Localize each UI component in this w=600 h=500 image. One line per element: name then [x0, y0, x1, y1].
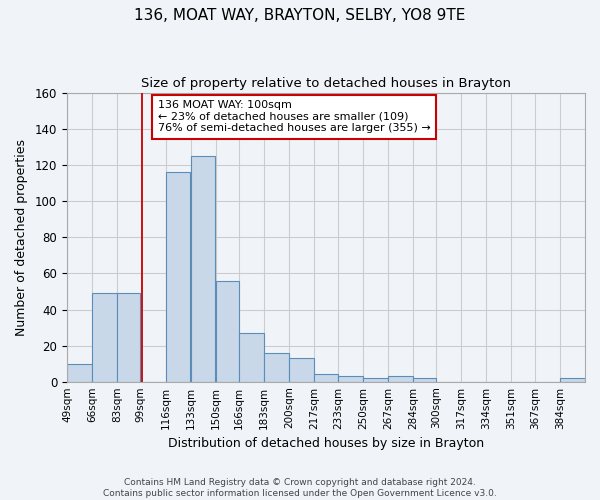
- Bar: [166, 172, 190, 382]
- Bar: [314, 374, 338, 382]
- Bar: [338, 376, 362, 382]
- Text: 136 MOAT WAY: 100sqm
← 23% of detached houses are smaller (109)
76% of semi-deta: 136 MOAT WAY: 100sqm ← 23% of detached h…: [158, 100, 430, 134]
- Text: Contains HM Land Registry data © Crown copyright and database right 2024.
Contai: Contains HM Land Registry data © Crown c…: [103, 478, 497, 498]
- Bar: [265, 353, 289, 382]
- Bar: [289, 358, 314, 382]
- Bar: [92, 294, 117, 382]
- Bar: [388, 376, 413, 382]
- Bar: [239, 333, 264, 382]
- Y-axis label: Number of detached properties: Number of detached properties: [15, 139, 28, 336]
- X-axis label: Distribution of detached houses by size in Brayton: Distribution of detached houses by size …: [168, 437, 484, 450]
- Bar: [363, 378, 388, 382]
- Bar: [67, 364, 92, 382]
- Bar: [118, 294, 140, 382]
- Bar: [191, 156, 215, 382]
- Bar: [216, 280, 239, 382]
- Text: 136, MOAT WAY, BRAYTON, SELBY, YO8 9TE: 136, MOAT WAY, BRAYTON, SELBY, YO8 9TE: [134, 8, 466, 22]
- Bar: [560, 378, 585, 382]
- Title: Size of property relative to detached houses in Brayton: Size of property relative to detached ho…: [141, 78, 511, 90]
- Bar: [413, 378, 436, 382]
